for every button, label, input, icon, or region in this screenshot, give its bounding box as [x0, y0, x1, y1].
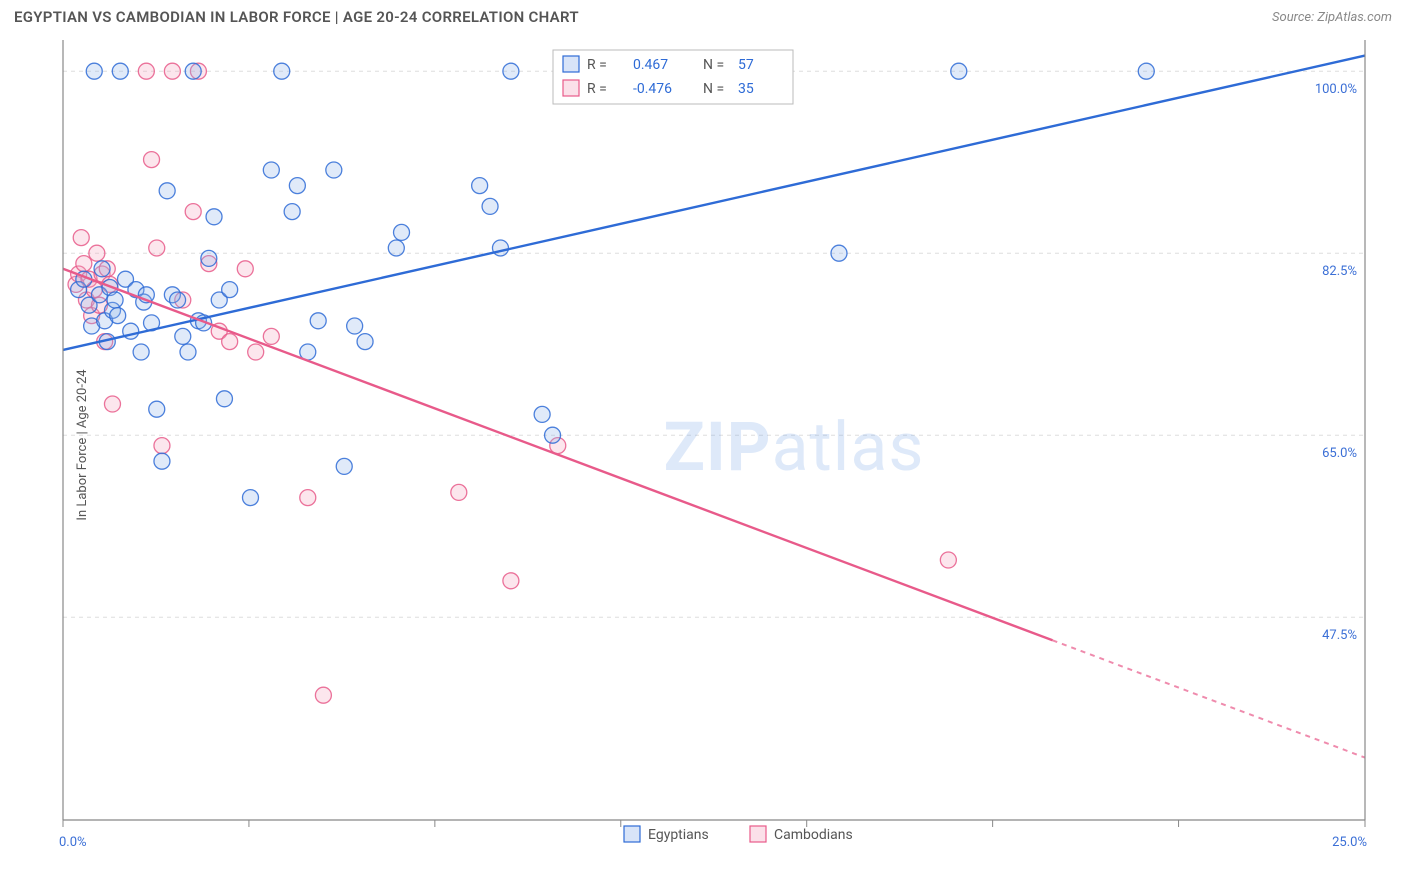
correlation-chart: In Labor Force | Age 20-24 47.5% 65.0% 82.…	[13, 30, 1393, 860]
legend-swatch	[750, 826, 766, 842]
legend-r-label: R =	[587, 57, 607, 73]
scatter-point	[951, 63, 967, 79]
scatter-point	[201, 250, 217, 266]
legend-n-value: 35	[738, 81, 754, 97]
scatter-point	[300, 490, 316, 506]
scatter-point	[180, 344, 196, 360]
scatter-point	[104, 396, 120, 412]
scatter-point	[310, 313, 326, 329]
scatter-point	[336, 458, 352, 474]
scatter-point	[237, 261, 253, 277]
legend-swatch	[624, 826, 640, 842]
legend-swatch	[563, 56, 579, 72]
scatter-point	[76, 256, 92, 272]
page-title: EGYPTIAN VS CAMBODIAN IN LABOR FORCE | A…	[14, 8, 579, 26]
y-tick-label: 100.0%	[1315, 82, 1357, 97]
scatter-point	[206, 209, 222, 225]
scatter-point	[357, 334, 373, 350]
x-tick-label: 0.0%	[59, 835, 87, 850]
scatter-point	[138, 63, 154, 79]
scatter-point	[472, 178, 488, 194]
legend-series-label: Egyptians	[648, 827, 709, 843]
source-credit: Source: ZipAtlas.com	[1272, 10, 1392, 25]
scatter-point	[388, 240, 404, 256]
scatter-point	[112, 63, 128, 79]
legend-series-label: Cambodians	[774, 827, 853, 843]
scatter-point	[144, 152, 160, 168]
scatter-point	[248, 344, 264, 360]
scatter-point	[347, 318, 363, 334]
legend-n-value: 57	[738, 57, 754, 73]
scatter-point	[149, 240, 165, 256]
scatter-point	[154, 438, 170, 454]
scatter-point	[284, 204, 300, 220]
scatter-point	[940, 552, 956, 568]
scatter-point	[503, 573, 519, 589]
scatter-point	[263, 162, 279, 178]
scatter-point	[326, 162, 342, 178]
scatter-point	[185, 63, 201, 79]
scatter-point	[175, 328, 191, 344]
scatter-point	[222, 282, 238, 298]
scatter-point	[107, 292, 123, 308]
scatter-point	[110, 308, 126, 324]
scatter-point	[216, 391, 232, 407]
scatter-point	[185, 204, 201, 220]
scatter-point	[170, 292, 186, 308]
scatter-point	[73, 230, 89, 246]
legend-r-value: -0.476	[633, 81, 672, 97]
scatter-point	[94, 261, 110, 277]
scatter-point	[492, 240, 508, 256]
legend-swatch	[563, 80, 579, 96]
scatter-point	[263, 328, 279, 344]
watermark: ZIPatlas	[664, 407, 925, 487]
scatter-point	[133, 344, 149, 360]
y-tick-label: 65.0%	[1322, 446, 1357, 461]
scatter-point	[482, 198, 498, 214]
scatter-point	[394, 224, 410, 240]
scatter-point	[159, 183, 175, 199]
scatter-point	[503, 63, 519, 79]
scatter-point	[86, 63, 102, 79]
scatter-point	[274, 63, 290, 79]
trend-line-extrapolated	[1053, 640, 1365, 757]
legend-n-label: N =	[703, 81, 724, 97]
x-tick-label: 25.0%	[1332, 835, 1367, 850]
legend-r-value: 0.467	[633, 57, 668, 73]
y-axis-label: In Labor Force | Age 20-24	[75, 369, 90, 520]
scatter-point	[831, 245, 847, 261]
scatter-point	[149, 401, 165, 417]
scatter-point	[89, 245, 105, 261]
scatter-point	[289, 178, 305, 194]
y-tick-label: 47.5%	[1322, 628, 1357, 643]
scatter-point	[315, 687, 331, 703]
scatter-point	[154, 453, 170, 469]
y-tick-label: 82.5%	[1322, 264, 1357, 279]
legend-r-label: R =	[587, 81, 607, 97]
legend-n-label: N =	[703, 57, 724, 73]
scatter-point	[164, 63, 180, 79]
scatter-point	[534, 406, 550, 422]
scatter-point	[242, 490, 258, 506]
scatter-point	[222, 334, 238, 350]
scatter-point	[451, 484, 467, 500]
scatter-point	[1138, 63, 1154, 79]
scatter-point	[545, 427, 561, 443]
chart-svg: 47.5% 65.0% 82.5% 100.0% ZIPatlas 0.0% 25.0% R …	[13, 30, 1393, 860]
